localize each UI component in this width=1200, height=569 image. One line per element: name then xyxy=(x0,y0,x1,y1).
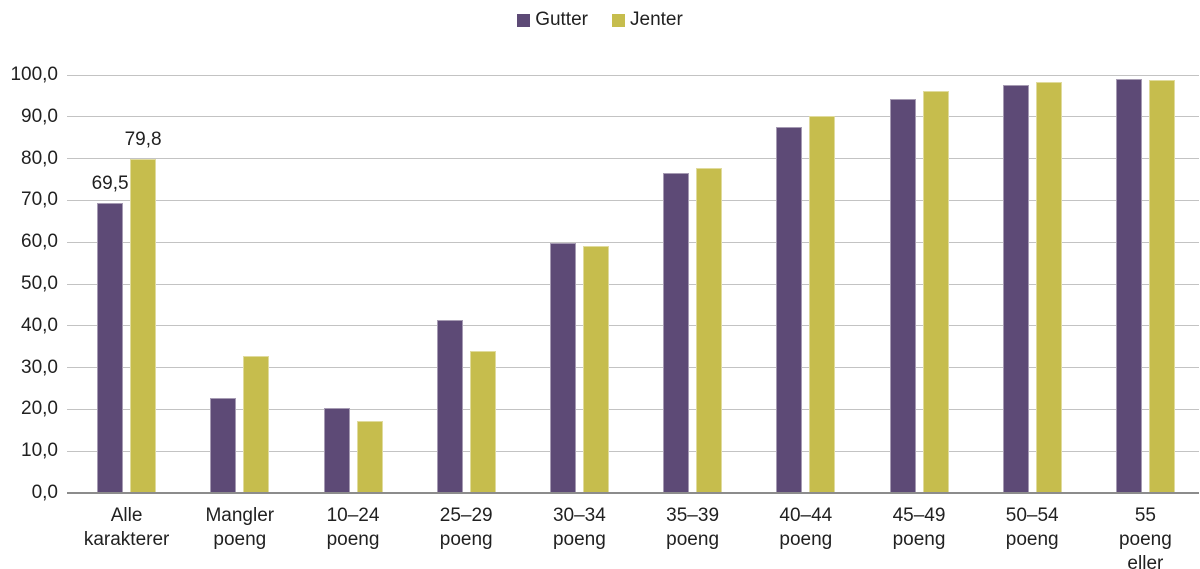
gridline xyxy=(67,367,1199,369)
bar-gutter xyxy=(323,408,350,493)
legend-label-gutter: Gutter xyxy=(535,9,588,30)
gridline xyxy=(67,450,1199,452)
bar-jenter xyxy=(582,245,609,493)
x-axis-label: 35–39 poeng xyxy=(666,505,720,550)
legend-swatch-jenter xyxy=(612,13,625,27)
bar-gutter xyxy=(663,172,690,493)
legend-swatch-gutter xyxy=(517,13,531,27)
bar-group: 25–29 poeng xyxy=(436,75,496,550)
y-axis-label: 50,0 xyxy=(21,273,58,294)
bar-gutter xyxy=(436,319,463,493)
x-axis-label: Mangler poeng xyxy=(205,505,275,550)
x-axis-label: Alle karakterer xyxy=(83,505,170,550)
x-axis-label: 40–44 poeng xyxy=(779,505,833,550)
y-axis-label: 90,0 xyxy=(21,105,58,127)
bar-group: 10–24 poeng xyxy=(323,75,383,550)
legend-label-jenter: Jenter xyxy=(630,9,683,30)
x-axis-label: 50–54 poeng xyxy=(1005,505,1059,550)
gridline xyxy=(67,199,1199,201)
y-axis-label: 20,0 xyxy=(21,398,58,420)
bar-gutter xyxy=(1002,85,1029,493)
y-axis-label: 10,0 xyxy=(21,440,58,462)
x-axis-label: 30–34 poeng xyxy=(552,505,606,550)
legend-item-jenter: Jenter xyxy=(612,9,683,31)
bar-jenter xyxy=(1148,80,1175,493)
bar-jenter xyxy=(696,167,723,493)
bar-value-label: 79,8 xyxy=(124,129,162,152)
legend-item-gutter: Gutter xyxy=(517,9,588,31)
y-axis-label: 30,0 xyxy=(21,356,58,378)
x-axis-label: 45–49 poeng xyxy=(892,505,946,550)
bar-gutter xyxy=(776,126,803,493)
y-axis-label: 70,0 xyxy=(21,189,58,211)
gridline xyxy=(67,325,1199,327)
bar-jenter xyxy=(922,91,949,493)
bar-group: 35–39 poeng xyxy=(663,75,723,550)
bar-jenter xyxy=(469,350,496,493)
gridline xyxy=(67,241,1199,243)
bar-group: 30–34 poeng xyxy=(549,75,609,550)
bar-group: 55 poeng eller flere xyxy=(1115,75,1175,569)
bar-value-label: 69,5 xyxy=(91,172,129,195)
y-axis-label: 60,0 xyxy=(21,231,58,253)
gridline xyxy=(67,158,1199,160)
y-axis-label: 100,0 xyxy=(10,64,58,85)
gridline xyxy=(67,74,1199,76)
x-axis-label: 25–29 poeng xyxy=(439,505,493,550)
bar-group: 50–54 poeng xyxy=(1002,75,1062,550)
x-axis-line xyxy=(67,492,1199,494)
bar-group: 45–49 poeng xyxy=(889,75,949,550)
chart-legend: Gutter Jenter xyxy=(0,9,1200,31)
x-axis-label: 55 poeng eller flere xyxy=(1118,505,1172,569)
bar-jenter: 79,8 xyxy=(124,129,162,493)
gridline xyxy=(67,408,1199,410)
bar-jenter xyxy=(1035,82,1062,493)
bar-gutter xyxy=(549,243,576,493)
y-axis-label: 80,0 xyxy=(21,147,58,169)
bar-jenter xyxy=(356,421,383,493)
y-axis-label: 40,0 xyxy=(21,314,58,336)
bar-group: Mangler poeng xyxy=(205,75,274,550)
gridline xyxy=(67,283,1199,285)
y-axis-label: 0,0 xyxy=(31,482,58,503)
bar-jenter xyxy=(243,356,270,493)
bar-gutter xyxy=(889,99,916,493)
bar-gutter xyxy=(210,398,237,493)
x-axis-label: 10–24 poeng xyxy=(326,505,380,550)
bar-group: 69,5 79,8 Alle karakterer xyxy=(84,75,169,550)
plot-area: 69,5 79,8 Alle karakterer Mangler poeng 10–2… xyxy=(67,74,1199,569)
gridline xyxy=(67,116,1199,118)
bar-gutter xyxy=(1115,79,1142,493)
bar-group: 40–44 poeng xyxy=(776,75,836,550)
bar-gutter: 69,5 xyxy=(91,172,129,493)
bar-jenter xyxy=(809,115,836,493)
